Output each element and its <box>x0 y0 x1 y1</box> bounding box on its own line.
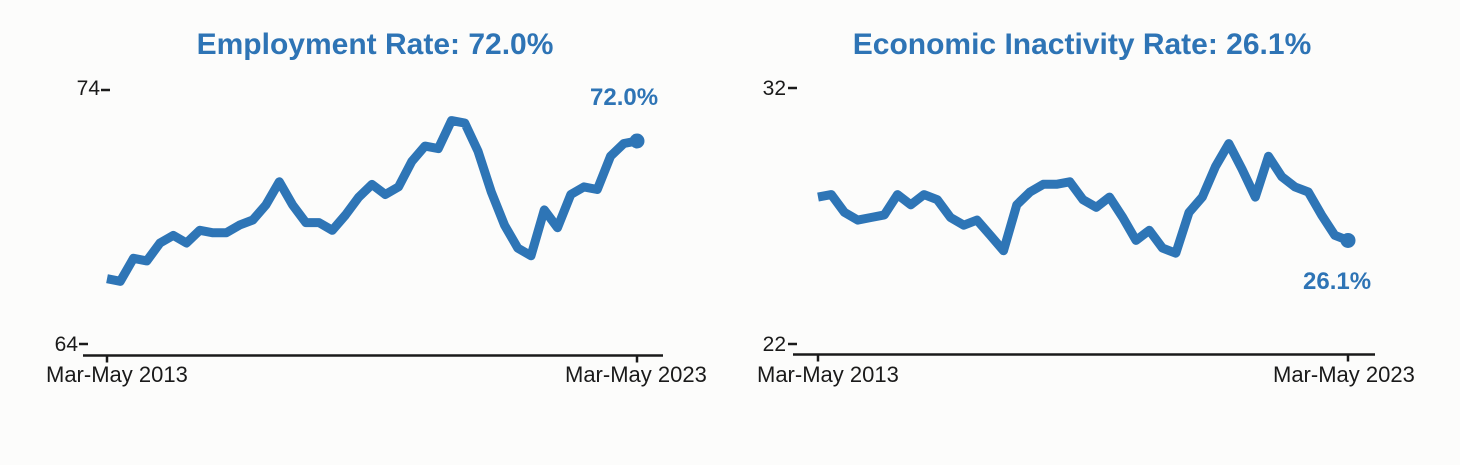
employment-xtick-left-label: Mar-May 2013 <box>46 362 188 387</box>
employment-end-value-label: 72.0% <box>590 84 659 111</box>
employment-xtick-right-label: Mar-May 2023 <box>565 362 707 387</box>
inactivity-chart-title: Economic Inactivity Rate: 26.1% <box>852 28 1312 61</box>
employment-chart-title: Employment Rate: 72.0% <box>196 28 554 61</box>
inactivity-ytick-bottom-label: 22 <box>762 333 786 356</box>
inactivity-xtick-left-label: Mar-May 2013 <box>757 362 899 387</box>
inactivity-data-line <box>817 139 1350 258</box>
employment-ytick-bottom-label: 64 <box>54 333 78 356</box>
employment-ytick-top-label: 74 <box>76 77 100 100</box>
inactivity-ytick-top-label: 32 <box>762 77 786 100</box>
inactivity-end-dot <box>1340 232 1356 248</box>
employment-end-dot <box>629 133 645 149</box>
inactivity-end-value-label: 26.1% <box>1303 268 1372 295</box>
inactivity-xtick-right-label: Mar-May 2023 <box>1273 362 1415 387</box>
employment-data-line <box>106 116 638 286</box>
